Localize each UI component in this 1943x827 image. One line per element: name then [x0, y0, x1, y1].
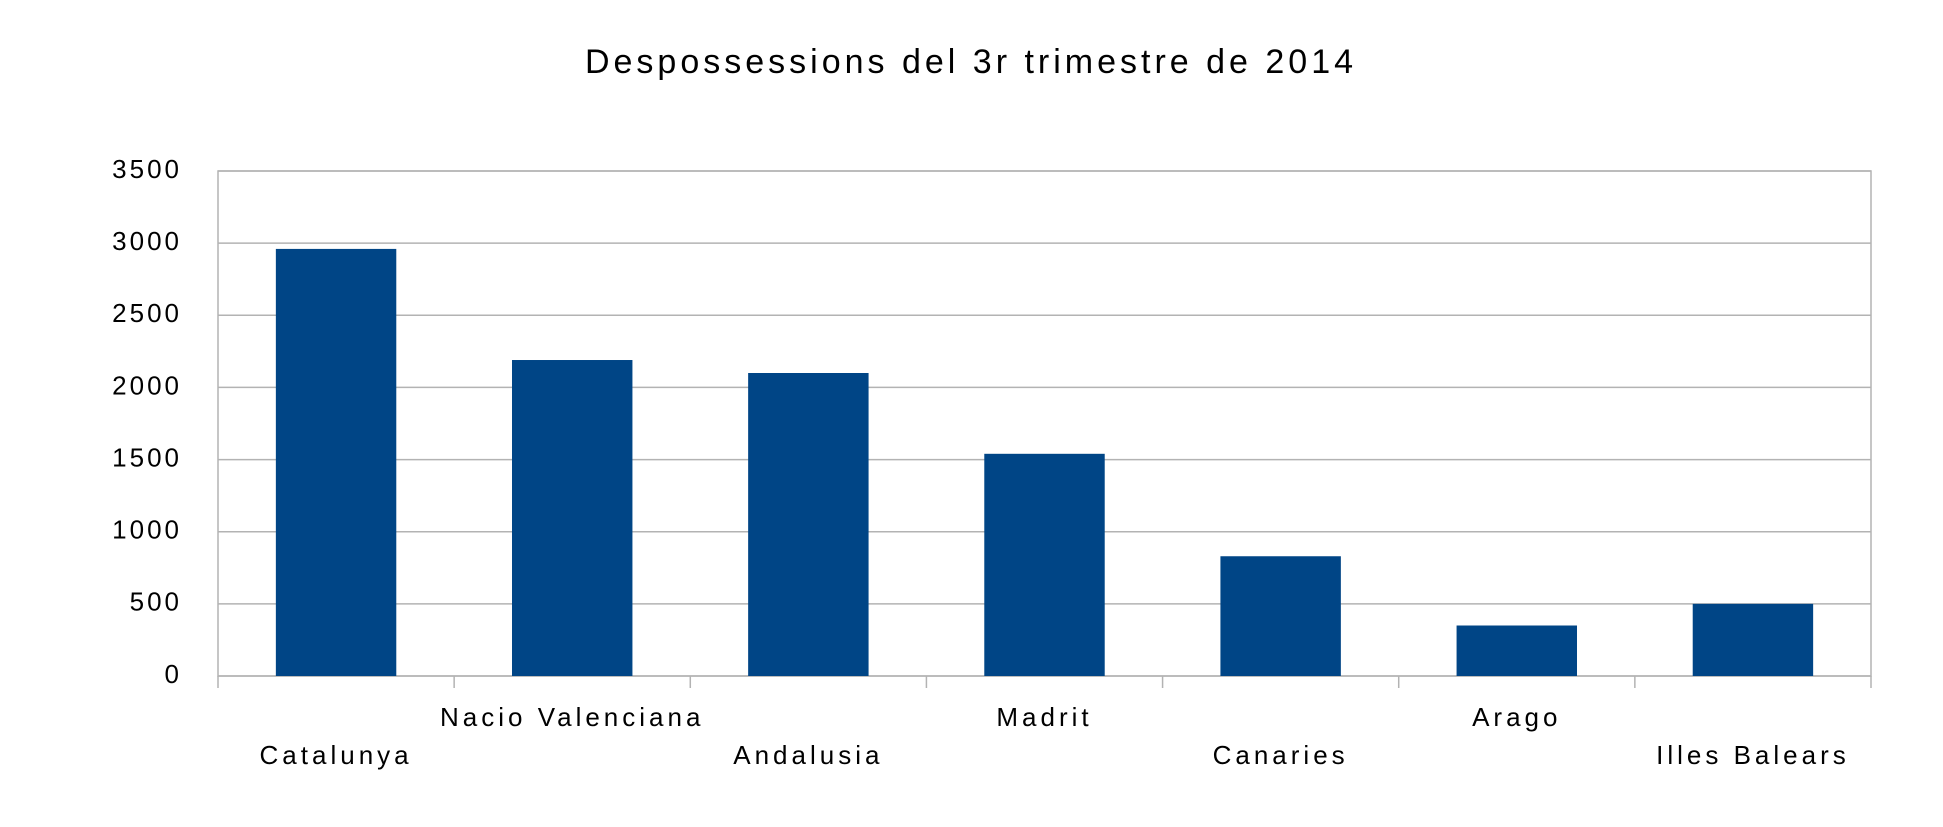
x-tick-label: Andalusia [733, 740, 883, 770]
x-tick-label: Madrit [996, 702, 1092, 732]
x-tick-label: Nacio Valenciana [440, 702, 704, 732]
bar [511, 360, 633, 676]
y-tick-label: 2000 [112, 370, 182, 400]
y-tick-label: 1500 [112, 442, 182, 472]
y-tick-label: 1000 [112, 515, 182, 545]
bar [1220, 556, 1341, 676]
y-tick-label: 2500 [112, 298, 182, 328]
x-tick-label: Catalunya [260, 740, 413, 770]
bar [1692, 603, 1814, 676]
y-tick-label: 500 [130, 587, 182, 617]
bar [984, 453, 1105, 676]
y-tick-label: 3500 [112, 154, 182, 184]
x-tick-label: Illes Balears [1656, 740, 1850, 770]
y-tick-label: 0 [165, 659, 182, 689]
bar [748, 373, 869, 676]
x-tick-label: Canaries [1213, 740, 1349, 770]
x-tick-label: Arago [1472, 702, 1561, 732]
y-tick-label: 3000 [112, 226, 182, 256]
bar [275, 248, 397, 676]
bar [1456, 625, 1578, 676]
chart-title: Despossessions del 3r trimestre de 2014 [585, 43, 1357, 81]
